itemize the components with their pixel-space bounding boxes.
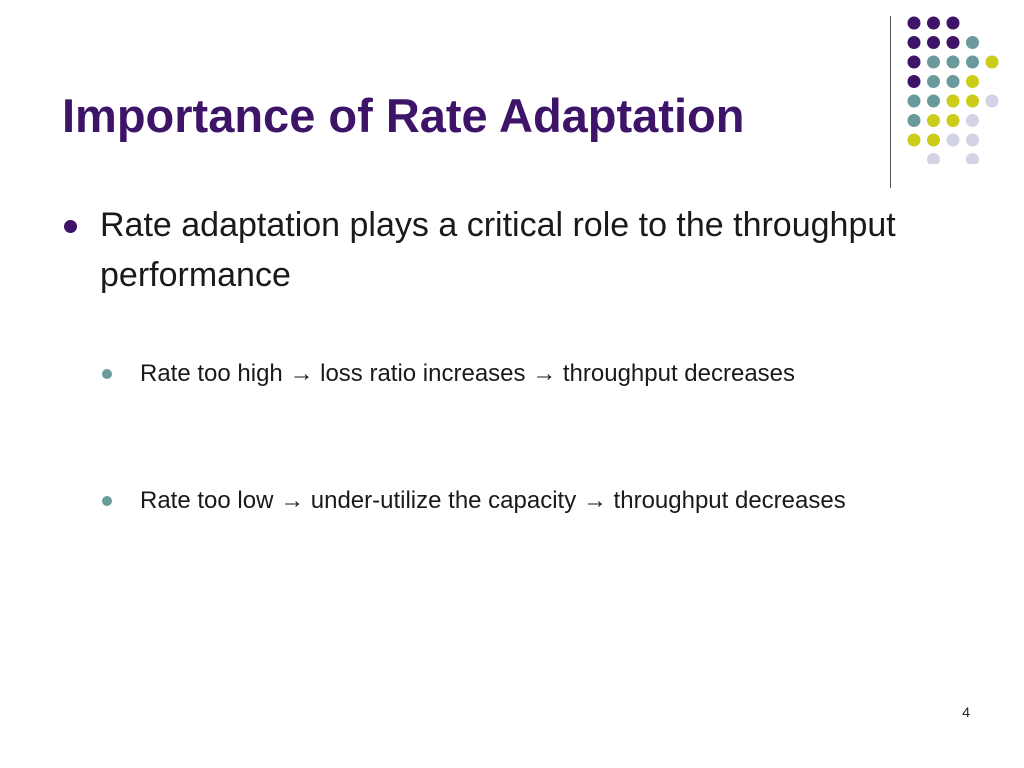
decorative-dot (946, 94, 960, 108)
decorative-dot (927, 36, 940, 49)
bullet-text: Rate adaptation plays a critical role to… (100, 206, 896, 294)
decorative-dot (907, 133, 921, 147)
bullet-list: Rate adaptation plays a critical role to… (62, 200, 902, 300)
decorative-dot (946, 36, 960, 49)
decorative-dot (946, 133, 960, 147)
decorative-dot (946, 55, 960, 69)
decorative-dot (907, 94, 921, 108)
decorative-dot (985, 94, 999, 108)
decorative-dot (946, 75, 960, 88)
sub-bullet-text: Rate too low → under-utilize the capacit… (140, 487, 846, 514)
decorative-dot (907, 55, 921, 69)
sub-bullet-dot-icon (102, 369, 112, 379)
slide-title: Importance of Rate Adaptation (62, 89, 745, 142)
decorative-dot-grid (907, 16, 999, 164)
decorative-dot (927, 55, 940, 69)
sub-bullet-dot-icon (102, 496, 112, 506)
page-number: 4 (962, 704, 970, 720)
decorative-dot (927, 153, 940, 164)
decorative-dot (966, 55, 979, 69)
decorative-dot (927, 75, 940, 88)
title-divider-line (890, 16, 891, 188)
decorative-dot (927, 16, 940, 30)
decorative-dot (966, 114, 979, 127)
decorative-dot (966, 153, 979, 164)
decorative-dot (966, 36, 979, 49)
decorative-dot (946, 114, 960, 127)
decorative-dot (966, 133, 979, 147)
decorative-dot (927, 94, 940, 108)
bullet-dot-icon (64, 220, 77, 233)
bullet-item: Rate adaptation plays a critical role to… (62, 200, 902, 300)
decorative-dot (985, 55, 999, 69)
decorative-dot (907, 36, 921, 49)
decorative-dot (966, 75, 979, 88)
sub-bullet-item: Rate too high → loss ratio increases → t… (100, 355, 920, 392)
sub-bullet-item: Rate too low → under-utilize the capacit… (100, 482, 920, 519)
decorative-dot (927, 133, 940, 147)
decorative-dot (946, 16, 960, 30)
decorative-dot (907, 114, 921, 127)
decorative-dot (907, 75, 921, 88)
sub-bullet-text: Rate too high → loss ratio increases → t… (140, 360, 796, 387)
decorative-dot (927, 114, 940, 127)
decorative-dot (966, 94, 979, 108)
decorative-dot (907, 16, 921, 30)
